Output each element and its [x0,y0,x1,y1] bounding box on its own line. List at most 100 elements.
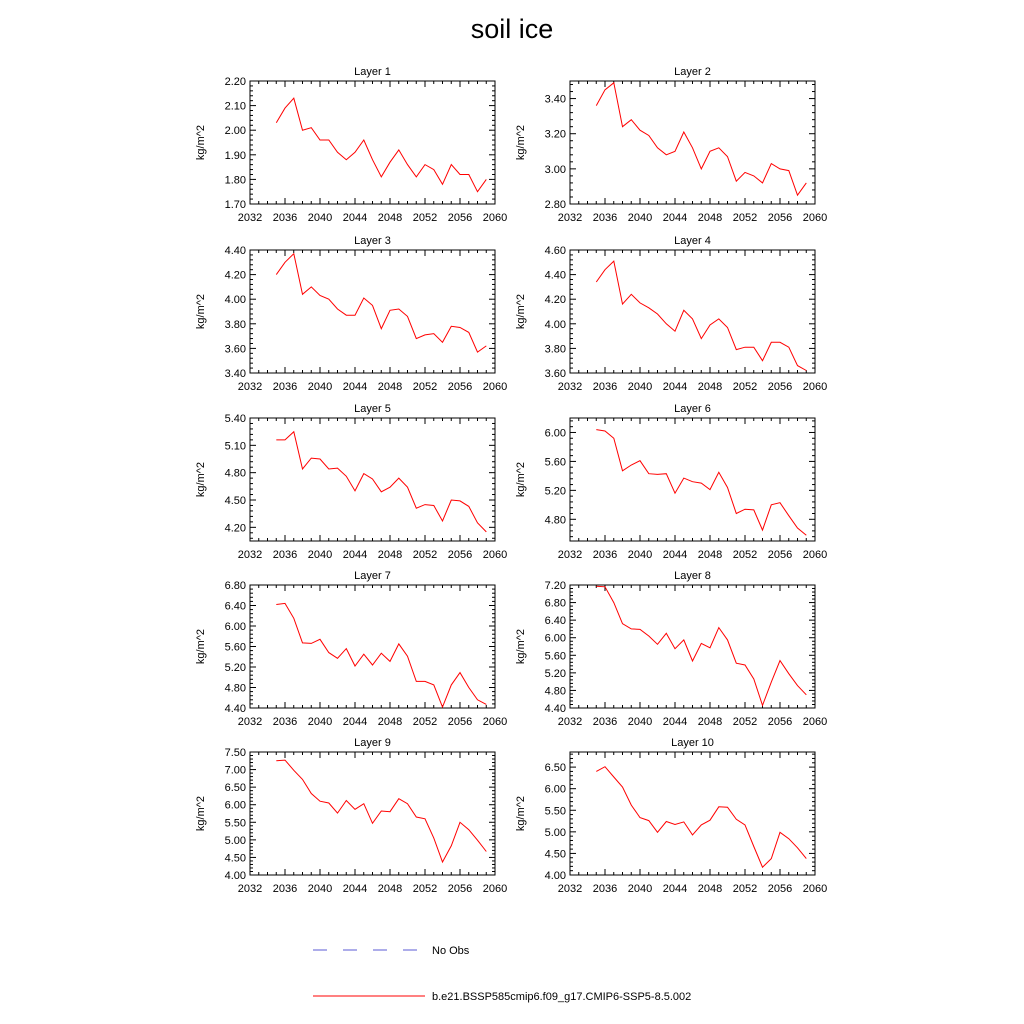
x-tick-label: 2036 [273,381,297,393]
series-line [276,430,487,533]
x-tick-label: 2032 [558,883,582,895]
plot-frame [569,751,816,876]
x-tick-label: 2052 [413,549,437,561]
y-axis-label: kg/m^2 [515,796,527,831]
x-tick-label: 2044 [663,883,687,895]
x-tick-label: 2036 [593,883,617,895]
y-tick-label: 2.20 [225,76,246,88]
figure-title: soil ice [470,14,554,44]
chart-panel-7: Layer 7 kg/m^2 2032 2036 2040 2044 2048 2052 205… [195,570,507,728]
y-tick-label: 4.80 [545,514,566,526]
y-tick-label: 5.60 [545,650,566,662]
legend: No Obs b.e21.BSSP585cmip6.f09_g17.CMIP6-… [313,945,691,1003]
y-tick-label: 4.50 [225,852,246,864]
y-tick-label: 4.00 [545,870,566,882]
plot-frame [249,751,496,876]
y-tick-label: 6.00 [545,633,566,645]
y-tick-label: 3.60 [225,343,246,355]
x-tick-label: 2060 [803,883,827,895]
panel-title: Layer 7 [354,570,391,582]
y-tick-label: 6.50 [225,782,246,794]
x-tick-label: 2032 [558,381,582,393]
series-line [595,81,807,197]
x-tick-label: 2048 [698,883,722,895]
y-tick-label: 6.40 [225,601,246,613]
y-tick-label: 6.50 [545,762,566,774]
x-tick-label: 2040 [628,212,652,224]
y-axis-label: kg/m^2 [195,462,207,497]
x-tick-label: 2056 [448,716,472,728]
x-tick-label: 2056 [448,549,472,561]
y-tick-label: 4.20 [225,522,246,534]
x-tick-label: 2052 [413,716,437,728]
legend-model-label: b.e21.BSSP585cmip6.f09_g17.CMIP6-SSP5-8.… [432,991,691,1003]
legend-no-obs-label: No Obs [432,945,470,957]
x-tick-label: 2048 [698,381,722,393]
x-tick-label: 2044 [663,381,687,393]
x-tick-label: 2032 [558,212,582,224]
x-tick-label: 2048 [698,716,722,728]
x-tick-label: 2040 [628,549,652,561]
series-line [595,260,807,371]
y-tick-label: 4.00 [545,319,566,331]
series-line [596,766,807,869]
y-tick-label: 4.40 [225,703,246,715]
chart-panel-3: Layer 3 kg/m^2 2032 2036 2040 2044 2048 2052 205… [195,235,507,393]
y-tick-label: 6.80 [225,580,246,592]
x-tick-label: 2044 [343,381,367,393]
series-line [276,602,487,709]
x-tick-label: 2056 [768,212,792,224]
panel-title: Layer 5 [354,403,391,415]
y-tick-label: 4.60 [545,245,566,257]
x-tick-label: 2060 [803,549,827,561]
y-tick-label: 3.40 [545,94,566,106]
y-tick-label: 5.50 [545,805,566,817]
x-tick-label: 2040 [628,883,652,895]
y-tick-label: 4.20 [545,294,566,306]
x-tick-label: 2032 [238,549,262,561]
series-line [276,759,487,864]
x-tick-label: 2052 [733,381,757,393]
y-tick-label: 5.10 [225,440,246,452]
y-tick-label: 6.00 [545,427,566,439]
panel-title: Layer 9 [354,737,391,749]
x-tick-label: 2052 [413,883,437,895]
y-tick-label: 2.80 [545,199,566,211]
x-tick-label: 2032 [238,381,262,393]
y-tick-label: 4.40 [225,245,246,257]
chart-panel-1: Layer 1 kg/m^2 2032 2036 2040 2044 2048 2052 205… [195,66,507,224]
y-tick-label: 3.60 [545,368,566,380]
x-tick-label: 2060 [483,549,507,561]
y-tick-label: 3.20 [545,129,566,141]
x-tick-label: 2032 [558,716,582,728]
x-tick-label: 2060 [483,212,507,224]
x-tick-label: 2056 [768,883,792,895]
chart-panel-8: Layer 8 kg/m^2 2032 2036 2040 2044 2048 2052 205… [515,570,827,728]
plot-frame [569,417,816,542]
y-tick-label: 5.50 [225,817,246,829]
x-tick-label: 2060 [803,381,827,393]
x-tick-label: 2032 [238,212,262,224]
x-tick-label: 2036 [273,883,297,895]
x-tick-label: 2032 [238,716,262,728]
x-tick-label: 2056 [768,381,792,393]
y-axis-label: kg/m^2 [515,125,527,160]
y-axis-label: kg/m^2 [195,125,207,160]
y-tick-label: 5.60 [545,456,566,468]
x-tick-label: 2048 [378,549,402,561]
x-tick-label: 2032 [238,883,262,895]
x-tick-label: 2052 [733,716,757,728]
x-tick-label: 2052 [733,883,757,895]
panel-title: Layer 8 [674,570,711,582]
chart-panel-2: Layer 2 kg/m^2 2032 2036 2040 2044 2048 2052 205… [515,66,827,224]
y-tick-label: 2.00 [225,125,246,137]
y-axis-label: kg/m^2 [515,462,527,497]
x-tick-label: 2044 [663,212,687,224]
x-tick-label: 2044 [663,716,687,728]
x-tick-label: 2048 [378,212,402,224]
y-axis-label: kg/m^2 [195,629,207,664]
x-tick-label: 2040 [308,716,332,728]
x-tick-label: 2036 [593,212,617,224]
y-tick-label: 5.00 [225,835,246,847]
y-tick-label: 6.80 [545,598,566,610]
